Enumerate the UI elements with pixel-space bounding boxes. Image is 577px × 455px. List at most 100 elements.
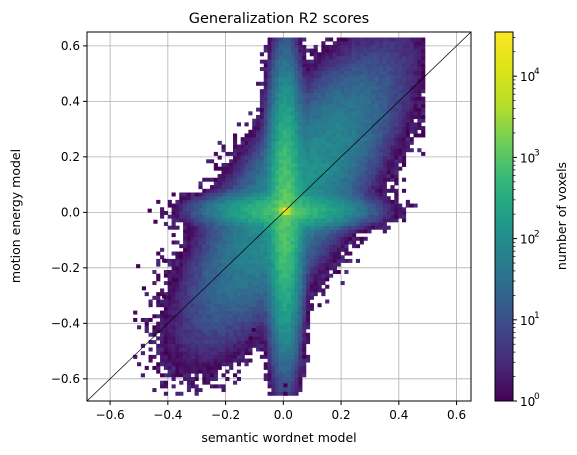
heatmap-cell-3902 [390,148,395,153]
heatmap-cell-142 [167,262,172,267]
heatmap-cell-1566 [263,196,268,201]
heatmap-cell-2991 [329,247,334,252]
heatmap-cell-2178 [286,67,291,72]
heatmap-cell-1429 [256,155,261,160]
heatmap-cell-3104 [332,63,337,68]
heatmap-cell-1437 [256,126,261,131]
heatmap-cell-408 [190,299,195,304]
heatmap-cell-3550 [363,129,368,134]
heatmap-cell-3306 [348,210,353,215]
heatmap-cell-827 [221,373,226,378]
heatmap-cell-1963 [279,144,284,149]
heatmap-cell-3929 [390,48,395,53]
heatmap-cell-998 [229,162,234,167]
heatmap-cell-724 [213,325,218,330]
heatmap-cell-1794 [271,52,276,57]
heatmap-cell-4191 [421,85,426,90]
heatmap-cell-2657 [309,266,314,271]
heatmap-cell-3201 [340,159,345,164]
heatmap-cell-1484 [259,199,265,204]
heatmap-cell-1278 [248,258,253,263]
heatmap-cell-1766 [271,155,276,160]
heatmap-cell-3192 [340,192,345,197]
heatmap-cell-266 [179,269,184,274]
heatmap-cell-1365 [252,159,257,164]
heatmap-cell-649 [206,192,211,197]
heatmap-cell-2921 [325,273,330,278]
heatmap-cell-3539 [363,170,368,175]
heatmap-cell-9 [144,365,149,370]
heatmap-cell-2989 [329,255,334,260]
heatmap-cell-971 [229,262,234,267]
heatmap-cell-4129 [413,122,418,127]
heatmap-cell-3843 [386,203,391,208]
heatmap-cell-2402 [298,310,303,315]
heatmap-cell-623 [206,288,211,293]
heatmap-cell-3109 [332,44,337,49]
heatmap-cell-1075 [236,332,241,337]
heatmap-cell-3149 [336,126,341,131]
heatmap-cell-475 [194,251,199,256]
heatmap-cell-405 [190,310,195,315]
heatmap-cell-3735 [378,218,384,223]
heatmap-cell-4019 [398,41,403,46]
heatmap-cell-1238 [244,177,249,182]
heatmap-cell-557 [202,332,207,337]
heatmap-cell-2495 [302,306,307,311]
heatmap-cell-1684 [267,100,272,105]
heatmap-cell-3071 [332,185,337,190]
heatmap-cell-1266 [248,303,253,308]
heatmap-cell-106 [163,292,169,297]
heatmap-cell-3676 [371,52,376,57]
heatmap-cell-1920 [279,303,284,308]
heatmap-cell-1128 [240,358,245,363]
heatmap-cell-3367 [352,196,357,201]
heatmap-cell-2045 [282,199,288,204]
heatmap-cell-123 [167,336,172,341]
heatmap-cell-953 [229,329,234,334]
heatmap-cell-1174 [240,188,245,193]
heatmap-cell-3062 [332,218,337,223]
heatmap-cell-2105 [286,336,291,341]
heatmap-cell-3346 [348,63,353,68]
heatmap-cell-2242 [290,188,295,193]
heatmap-cell-3979 [394,44,399,49]
heatmap-cell-3320 [348,159,353,164]
heatmap-cell-581 [202,244,207,249]
heatmap-cell-5 [140,373,145,378]
heatmap-cell-3086 [332,129,337,134]
heatmap-cell-86 [163,365,169,370]
heatmap-cell-3738 [378,207,384,212]
heatmap-cell-247 [179,340,184,345]
heatmap-cell-3802 [382,166,387,171]
heatmap-cell-2926 [325,255,330,260]
heatmap-cell-1282 [248,244,253,249]
heatmap-cell-3162 [336,78,341,83]
heatmap-cell-4122 [409,44,414,49]
heatmap-cell-274 [179,214,184,219]
heatmap-cell-2581 [305,295,311,300]
heatmap-cell-3721 [375,78,380,83]
heatmap-cell-2577 [305,310,311,315]
heatmap-cell-52 [156,258,161,263]
heatmap-cell-841 [221,314,226,319]
heatmap-cell-1891 [275,52,280,57]
heatmap-cell-44 [156,314,161,319]
heatmap-cell-1926 [279,281,284,286]
heatmap-cell-899 [225,317,230,322]
heatmap-cell-2849 [317,52,322,57]
heatmap-cell-2303 [294,321,299,326]
heatmap-cell-146 [167,203,172,208]
heatmap-cell-1634 [267,284,272,289]
heatmap-cell-423 [190,244,195,249]
heatmap-cell-2606 [305,203,311,208]
heatmap-cell-1630 [267,299,272,304]
heatmap-cell-2233 [290,222,295,227]
heatmap-cell-1254 [248,347,253,352]
heatmap-cell-2561 [302,63,307,68]
heatmap-cell-1334 [252,273,257,278]
heatmap-cell-791 [217,284,222,289]
heatmap-cell-2593 [305,251,311,256]
heatmap-cell-2302 [294,325,299,330]
heatmap-cell-682 [209,273,215,278]
